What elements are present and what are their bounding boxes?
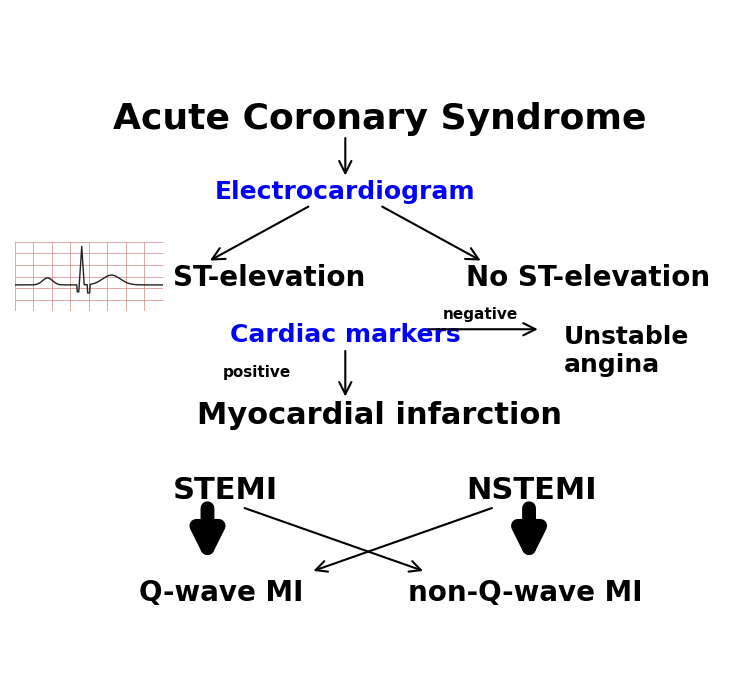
Text: Acute Coronary Syndrome: Acute Coronary Syndrome bbox=[113, 102, 646, 136]
Text: Unstable
angina: Unstable angina bbox=[563, 325, 689, 377]
Text: non-Q-wave MI: non-Q-wave MI bbox=[408, 580, 643, 608]
Text: Q-wave MI: Q-wave MI bbox=[139, 580, 303, 608]
Text: ST-elevation: ST-elevation bbox=[173, 264, 365, 292]
Text: Cardiac markers: Cardiac markers bbox=[230, 323, 461, 346]
Text: STEMI: STEMI bbox=[173, 477, 279, 505]
Text: No ST-elevation: No ST-elevation bbox=[466, 264, 710, 292]
Text: positive: positive bbox=[222, 365, 290, 380]
Text: Myocardial infarction: Myocardial infarction bbox=[197, 401, 562, 430]
Text: NSTEMI: NSTEMI bbox=[466, 477, 597, 505]
Text: negative: negative bbox=[442, 307, 518, 322]
Text: Electrocardiogram: Electrocardiogram bbox=[215, 180, 476, 204]
